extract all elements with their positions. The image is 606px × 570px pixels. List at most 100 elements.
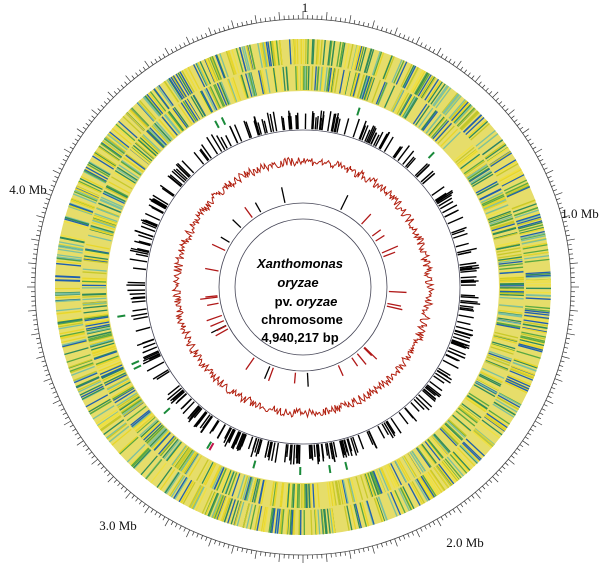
- scale-tick: [142, 66, 146, 71]
- element: [364, 129, 371, 142]
- gene: [101, 366, 124, 378]
- gene: [125, 154, 146, 170]
- gene: [331, 68, 337, 93]
- gene: [86, 328, 111, 335]
- gene: [485, 204, 509, 215]
- gene: [257, 43, 263, 68]
- gene: [172, 445, 188, 467]
- scale-tick: [117, 87, 121, 92]
- element: [385, 421, 396, 437]
- element: [263, 120, 268, 134]
- gene: [470, 123, 490, 141]
- scale-tick: [100, 466, 105, 470]
- element: [134, 229, 154, 238]
- gene: [60, 332, 86, 340]
- scale-tick: [250, 550, 253, 555]
- scale-tick: [474, 75, 481, 82]
- gene: [75, 186, 100, 198]
- gene: [440, 426, 459, 445]
- gene: [516, 350, 541, 359]
- gene: [525, 275, 551, 279]
- element: [199, 148, 210, 161]
- gene: [453, 144, 474, 162]
- gene: [149, 127, 167, 146]
- element: [311, 111, 314, 130]
- red-element: [205, 295, 218, 298]
- scale-tick: [561, 215, 570, 218]
- scale-tick: [372, 545, 375, 554]
- gene: [451, 452, 469, 473]
- gene: [97, 411, 119, 427]
- element: [200, 416, 214, 434]
- gene: [407, 67, 420, 91]
- gene: [89, 338, 114, 347]
- scale-tick: [567, 244, 572, 246]
- gene: [221, 470, 232, 493]
- scale-tick: [63, 420, 72, 426]
- scale-tick: [170, 48, 174, 53]
- gene: [416, 478, 431, 501]
- gene: [315, 39, 319, 65]
- gene: [449, 100, 467, 120]
- scale-tick: [183, 527, 186, 532]
- gene: [488, 350, 513, 360]
- scale-tick: [196, 36, 199, 41]
- gene: [334, 481, 340, 506]
- gene: [76, 185, 100, 197]
- gene: [260, 480, 266, 505]
- gene: [197, 62, 210, 86]
- gene: [442, 131, 461, 150]
- gene: [482, 197, 506, 208]
- scale-tick: [444, 56, 448, 60]
- gene: [279, 509, 284, 535]
- gene: [84, 255, 109, 261]
- gene: [262, 42, 268, 68]
- gene: [336, 41, 342, 67]
- element: [451, 226, 467, 234]
- gene: [403, 455, 417, 478]
- scale-tick: [88, 451, 93, 455]
- gene: [326, 508, 331, 534]
- gene: [145, 459, 163, 480]
- gene: [167, 111, 184, 132]
- gene: [461, 403, 482, 419]
- gene: [60, 331, 85, 339]
- gene: [265, 41, 271, 67]
- scale-tick: [471, 75, 475, 79]
- gene: [168, 77, 184, 100]
- scale-tick: [569, 262, 578, 264]
- scale-tick: [85, 123, 90, 126]
- scale-tick: [367, 546, 370, 552]
- scale-tick: [192, 531, 195, 536]
- gene: [452, 452, 470, 472]
- gene: [510, 368, 534, 379]
- scale-tick: [223, 543, 225, 548]
- gene: [386, 465, 398, 488]
- gene: [375, 497, 386, 522]
- scale-tick: [113, 91, 118, 95]
- gene: [166, 79, 182, 101]
- gene: [496, 321, 521, 328]
- marker: [328, 464, 332, 474]
- scale-tick: [545, 399, 554, 404]
- element: [129, 292, 146, 295]
- gene: [88, 398, 111, 413]
- element: [142, 219, 158, 227]
- gene: [513, 359, 538, 369]
- scale-tick: [62, 158, 67, 162]
- gene: [163, 114, 180, 134]
- gene: [491, 343, 515, 352]
- scale-tick: [91, 115, 95, 119]
- gene: [68, 204, 93, 215]
- scale-tick: [376, 544, 379, 549]
- element: [424, 386, 436, 397]
- gene: [525, 274, 551, 278]
- gene: [429, 436, 447, 456]
- gene: [81, 387, 105, 400]
- element: [352, 118, 360, 138]
- gene: [330, 40, 336, 66]
- element: [210, 134, 223, 152]
- gene: [349, 72, 357, 96]
- gene: [210, 56, 221, 81]
- gene: [367, 472, 377, 496]
